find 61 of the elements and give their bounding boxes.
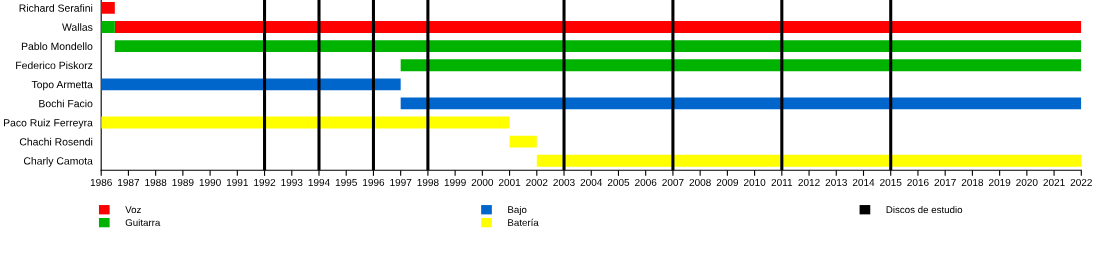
y-tick-label: Pablo Mondello: [21, 42, 93, 50]
x-tick-label: 2009: [716, 178, 739, 186]
bar: [536, 154, 1082, 167]
x-tick-label: 2006: [635, 178, 657, 186]
x-tick-label: 2017: [934, 178, 956, 186]
x-tick-label: 1992: [254, 178, 276, 186]
x-tick-label: 1995: [335, 178, 357, 186]
x-tick-label: 1988: [145, 178, 167, 186]
x-tick-label: 1998: [417, 178, 439, 186]
x-tick-label: 2010: [743, 178, 766, 186]
x-tick-label: 1999: [444, 178, 466, 186]
legend-label: Voz: [125, 206, 141, 214]
y-tick-label: Paco Ruiz Ferreyra: [4, 118, 93, 129]
x-tick-label: 2002: [526, 178, 548, 186]
bar: [400, 59, 1082, 72]
y-tick-label: Topo Armetta: [31, 80, 93, 91]
x-tick-label: 2003: [553, 178, 575, 186]
y-tick-label: Richard Serafini: [19, 4, 93, 12]
x-tick-label: 2022: [1070, 178, 1092, 186]
bar: [101, 116, 510, 129]
legend-label: Guitarra: [125, 218, 161, 227]
x-tick-label: 2014: [852, 178, 875, 186]
x-tick-label: 2020: [1016, 178, 1038, 186]
legend-label: Bajo: [508, 205, 527, 216]
x-tick-label: 1990: [199, 178, 221, 186]
x-tick-label: 1996: [363, 178, 385, 186]
x-tick-label: 2015: [880, 178, 902, 186]
bar: [400, 97, 1082, 110]
x-tick-label: 2012: [798, 178, 820, 186]
legend-label: Batería: [508, 218, 539, 227]
x-tick-label: 1993: [281, 178, 303, 186]
x-tick-label: 2004: [580, 178, 603, 186]
x-tick-label: 2008: [689, 178, 711, 186]
x-tick-label: 2013: [825, 178, 847, 186]
y-tick-label: Bochi Facio: [39, 99, 93, 108]
y-tick-label: Federico Piskorz: [16, 61, 93, 70]
bar: [101, 1, 115, 14]
x-tick-label: 2011: [771, 178, 793, 186]
bar: [114, 21, 1082, 33]
x-tick-label: 1989: [172, 178, 194, 186]
x-tick-label: 2018: [961, 178, 984, 186]
x-tick-label: 2016: [907, 178, 929, 186]
legend-label: Discos de estudio: [886, 205, 963, 214]
x-tick-label: 2000: [471, 178, 494, 186]
y-tick-label: Charly Camota: [23, 156, 93, 167]
x-tick-label: 2005: [607, 178, 630, 186]
bar: [101, 21, 115, 33]
bar: [509, 135, 537, 148]
x-tick-label: 1994: [308, 178, 330, 186]
bar: [101, 78, 401, 91]
y-tick-label: Chachi Rosendi: [19, 137, 93, 146]
x-tick-label: 1987: [118, 178, 140, 186]
x-tick-label: 2021: [1043, 178, 1065, 186]
y-tick-label: Wallas: [62, 23, 93, 31]
x-tick-label: 2007: [662, 178, 684, 186]
x-tick-label: 1997: [390, 178, 412, 186]
x-tick-label: 1986: [90, 178, 112, 186]
bar: [114, 40, 1082, 53]
x-tick-label: 1991: [226, 178, 248, 186]
x-tick-label: 2001: [498, 178, 521, 186]
x-tick-label: 2019: [989, 178, 1011, 186]
